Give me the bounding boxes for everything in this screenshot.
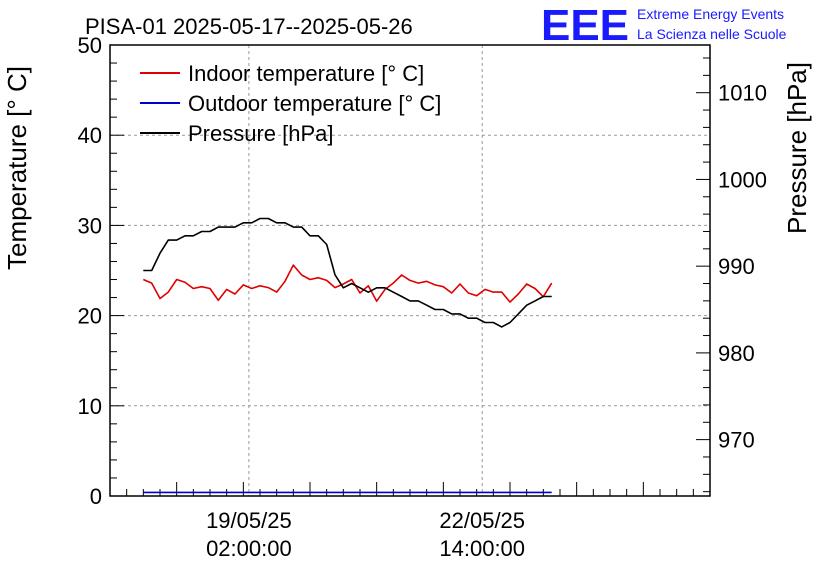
eee-logo: EEE Extreme Energy Events La Scienza nel… [541, 1, 787, 50]
logo-mark: EEE [541, 1, 629, 50]
x-tick-label-time: 14:00:00 [439, 536, 525, 561]
x-tick-label-date: 22/05/25 [439, 508, 525, 533]
y-axis-label-right: Pressure [hPa] [782, 62, 812, 234]
legend-label-outdoor-temperature: Outdoor temperature [° C] [188, 91, 441, 116]
legend: Indoor temperature [° C] Outdoor temperat… [140, 61, 441, 146]
plot-series [142, 217, 553, 494]
x-tick-label-date: 19/05/25 [206, 508, 292, 533]
y-axis-label-left: Temperature [° C] [2, 66, 32, 270]
y-right-tick-label: 980 [718, 341, 755, 366]
legend-label-pressure: Pressure [hPa] [188, 121, 334, 146]
y-right-tick-label: 970 [718, 428, 755, 453]
logo-line-2: La Scienza nelle Scuole [637, 26, 787, 42]
chart-title: PISA-01 2025-05-17--2025-05-26 [85, 14, 413, 39]
y-left-tick-label: 30 [78, 213, 102, 238]
y-left-tick-label: 20 [78, 304, 102, 329]
grid-lines [110, 45, 710, 496]
legend-label-indoor-temperature: Indoor temperature [° C] [188, 61, 424, 86]
y-left-tick-label: 0 [90, 484, 102, 509]
axes: 0 10 20 30 40 50 970 980 990 1000 1010 19/05/25 02:0… [78, 33, 767, 561]
series-line-indoor-temperature [142, 264, 553, 303]
y-left-tick-label: 10 [78, 394, 102, 419]
series-line-pressure [143, 217, 552, 328]
y-left-tick-label: 40 [78, 123, 102, 148]
x-tick-label-time: 02:00:00 [206, 536, 292, 561]
y-right-tick-label: 1010 [718, 81, 767, 106]
y-right-tick-label: 1000 [718, 167, 767, 192]
y-right-tick-label: 990 [718, 254, 755, 279]
logo-line-1: Extreme Energy Events [637, 6, 784, 22]
y-left-tick-label: 50 [78, 33, 102, 58]
